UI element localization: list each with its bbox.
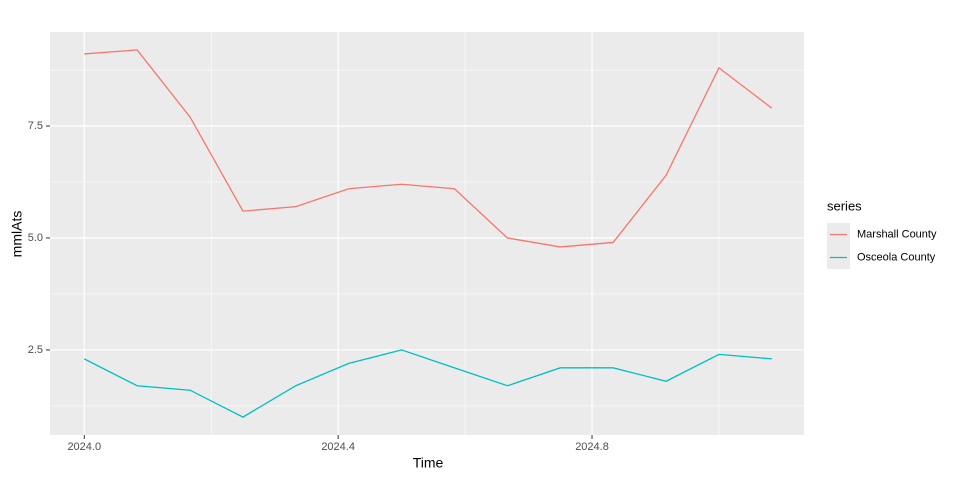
series-line (83, 349, 772, 418)
y-tick-label: 2.5 (28, 344, 43, 356)
x-tick-label: 2024.8 (575, 441, 609, 453)
y-tick-label: 7.5 (28, 120, 43, 132)
x-tick-label: 2024.0 (67, 441, 101, 453)
series-line (84, 49, 773, 248)
y-tick-label: 5.0 (28, 232, 43, 244)
legend-label: Osceola County (857, 251, 936, 263)
legend-title: series (827, 198, 862, 213)
x-tick-label: 2024.4 (321, 441, 355, 453)
y-axis-label: mmlAts (9, 211, 25, 258)
panel (50, 32, 804, 435)
legend-label: Marshall County (857, 228, 937, 240)
x-axis-label: Time (413, 455, 444, 471)
